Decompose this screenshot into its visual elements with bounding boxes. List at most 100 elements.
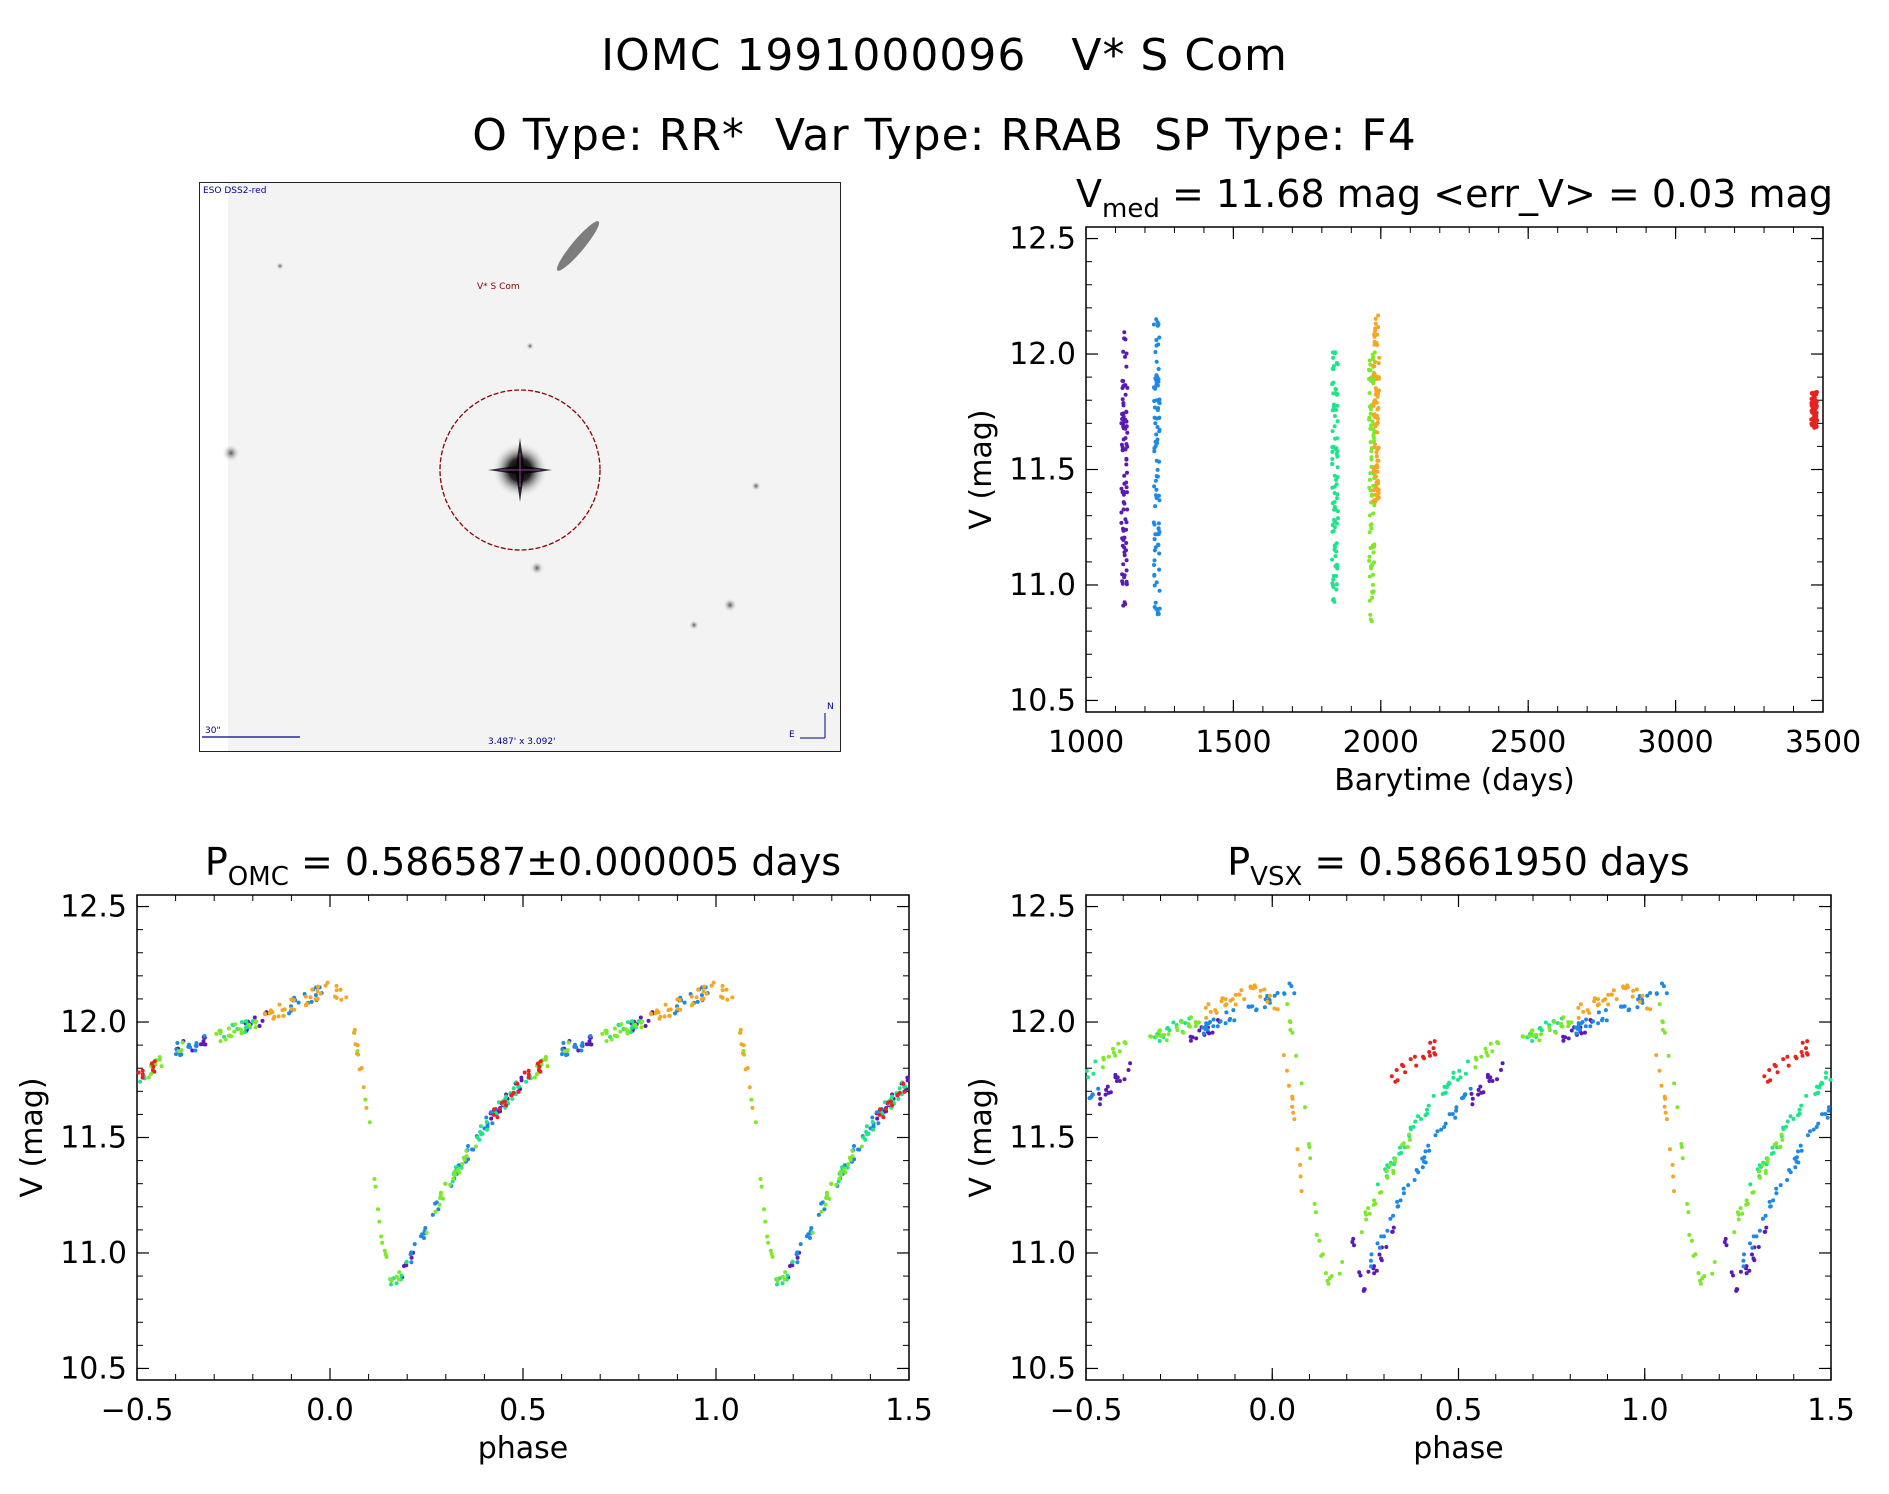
data-point [668,1007,673,1012]
data-point [1152,583,1157,588]
data-point [1406,1183,1411,1188]
x-tick-label: −0.5 [1050,1393,1123,1428]
data-point [1288,1020,1293,1025]
data-point [1334,452,1339,457]
data-point [1084,1068,1089,1073]
data-point [625,1020,630,1025]
data-point [785,1273,790,1278]
data-point [1596,1021,1601,1026]
data-point [1333,351,1338,355]
data-point [1465,1059,1470,1064]
data-point [1529,1029,1534,1034]
data-point [1408,1125,1413,1130]
data-point [1155,474,1160,479]
data-point [768,1248,773,1253]
data-point [1729,1270,1734,1275]
data-point [619,1022,624,1027]
data-point [1670,1162,1675,1167]
data-point [1157,335,1162,340]
data-point [1372,332,1376,337]
data-point [1479,1054,1484,1059]
data-point [1578,1002,1583,1007]
data-point [1121,507,1126,512]
data-point [1630,994,1635,999]
data-point [436,1207,441,1212]
data-point [1680,1156,1685,1161]
data-point [257,1024,262,1028]
data-point [1368,407,1373,412]
data-point [1181,1030,1186,1035]
data-point [701,989,706,994]
data-point [1097,1102,1102,1107]
data-point [1555,1021,1560,1025]
data-point [875,1116,880,1121]
data-point [1581,1009,1586,1014]
data-point [1157,498,1162,503]
data-point [1584,1017,1589,1022]
data-point [1765,1156,1770,1161]
data-point [1470,1096,1475,1101]
data-point [473,1144,478,1149]
data-point [253,1025,258,1030]
data-point [1762,1074,1767,1079]
data-point [282,1007,287,1012]
data-point [1121,411,1126,416]
data-point [1451,1070,1456,1075]
data-point [367,1120,372,1125]
data-point [226,1033,231,1038]
data-point [424,1230,429,1235]
data-point [519,1075,524,1080]
data-point [1814,1125,1819,1129]
data-point [1367,391,1372,395]
data-point [383,1252,388,1257]
data-point [396,1277,401,1282]
data-point [1096,1086,1101,1091]
data-point [495,1115,500,1120]
data-point [1371,499,1376,504]
phase-vsx-chart: −0.5 0.0 0.5 1.0 1.5 10.5 11.0 11.5 12.0 12.5 phas… [964,840,1855,1466]
data-point [354,1051,359,1056]
data-point [1120,579,1125,584]
data-point [1376,313,1381,318]
data-point [1375,1241,1380,1246]
data-point [1314,1232,1319,1237]
data-point [1152,548,1157,553]
data-point [1371,511,1376,516]
data-point [1490,1079,1495,1083]
data-point [1334,587,1339,592]
data-point [1499,1068,1503,1072]
data-point [1447,1112,1452,1117]
data-point [1299,1189,1304,1194]
data-point [244,1019,249,1024]
data-point [1435,1129,1440,1134]
data-point [1258,994,1263,999]
data-point [1335,449,1340,454]
data-point [1781,1125,1786,1130]
data-point [1423,1113,1428,1118]
data-point [871,1124,876,1129]
data-point [1828,1077,1833,1082]
data-point [725,997,730,1002]
data-point [1152,573,1157,578]
data-point [1823,1112,1828,1116]
data-point [1373,392,1378,397]
data-point [460,1162,465,1166]
data-point [902,1089,907,1094]
data-point [1334,521,1339,526]
data-point [1332,599,1337,604]
data-point [1794,1155,1799,1160]
data-point [1763,1213,1768,1218]
data-point [1262,1005,1267,1010]
data-point [151,1064,156,1069]
data-point [397,1270,402,1275]
data-point [490,1121,495,1126]
data-point [359,1066,364,1070]
data-point [1166,1032,1171,1037]
data-point [475,1135,480,1140]
data-point [1375,1182,1380,1187]
data-point [149,1061,154,1066]
data-point [882,1100,887,1105]
data-point [1152,399,1157,403]
y-tick-label: 11.0 [1009,568,1076,603]
data-point [260,1018,265,1023]
